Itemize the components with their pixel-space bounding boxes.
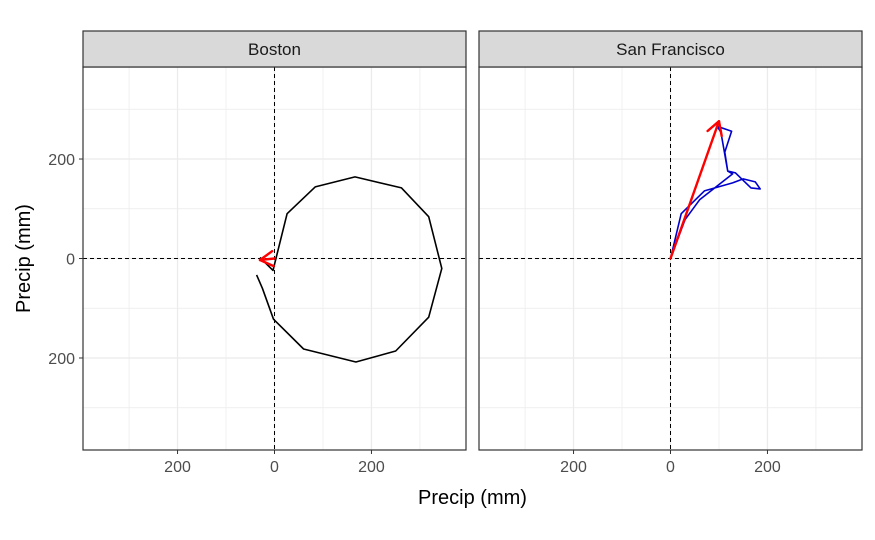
y-axis-title: Precip (mm) <box>13 204 35 313</box>
series-path <box>255 176 443 363</box>
x-tick-label: 200 <box>358 459 385 476</box>
facet-strip-label: Boston <box>248 40 301 59</box>
y-tick-label: 0 <box>66 252 75 269</box>
series-path <box>669 125 761 259</box>
x-tick-label: 0 <box>270 459 279 476</box>
facet-strip-label: San Francisco <box>616 40 725 59</box>
facet-panel-san-francisco: San Francisco 200 0 200 <box>478 30 863 476</box>
x-tick-label: 200 <box>164 459 191 476</box>
resultant-arrow-shaft <box>669 120 721 260</box>
y-tick-label: 200 <box>48 351 75 368</box>
x-tick-label: 200 <box>560 459 587 476</box>
facet-panel-boston: Boston 200 0 200 200 0 200 <box>48 30 467 476</box>
y-tick-label: 200 <box>48 152 75 169</box>
x-axis-title: Precip (mm) <box>418 487 527 509</box>
resultant-arrow-head <box>706 120 723 138</box>
x-tick-label: 200 <box>754 459 781 476</box>
facet-strip <box>478 30 863 68</box>
resultant-arrow-head <box>258 250 275 268</box>
x-tick-label: 0 <box>666 459 675 476</box>
facet-strip <box>82 30 467 68</box>
